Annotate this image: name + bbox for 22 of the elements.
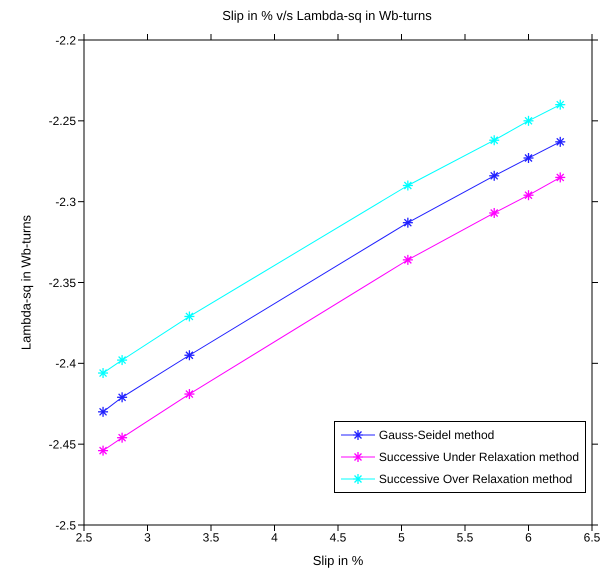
x-axis-title: Slip in % (312, 553, 364, 568)
x-tick-label: 6.5 (584, 530, 601, 545)
x-tick-label: 6 (525, 530, 532, 545)
y-tick-label: -2.2 (55, 33, 76, 48)
x-tick-label: 4.5 (330, 530, 347, 545)
x-tick-label: 5 (398, 530, 406, 545)
legend-label: Gauss-Seidel method (378, 428, 494, 442)
legend-label: Successive Under Relaxation method (378, 450, 579, 464)
x-tick-label: 3 (144, 530, 152, 545)
y-axis-title: Lambda-sq in Wb-turns (18, 214, 34, 350)
y-tick-label: -2.45 (48, 437, 76, 452)
y-tick-label: -2.3 (55, 194, 76, 209)
chart-title: Slip in % v/s Lambda-sq in Wb-turns (221, 8, 433, 25)
y-tick-label: -2.5 (55, 518, 76, 532)
x-tick-label: 2.5 (76, 530, 93, 545)
y-tick-label: -2.25 (48, 114, 76, 128)
legend-label: Successive Over Relaxation method (378, 472, 572, 486)
x-tick-label: 3.5 (202, 530, 220, 545)
y-tick-label: -2.35 (48, 276, 76, 290)
x-tick-label: 4 (271, 530, 278, 545)
y-tick-label: -2.4 (55, 356, 76, 371)
x-tick-label: 5.5 (456, 530, 474, 545)
